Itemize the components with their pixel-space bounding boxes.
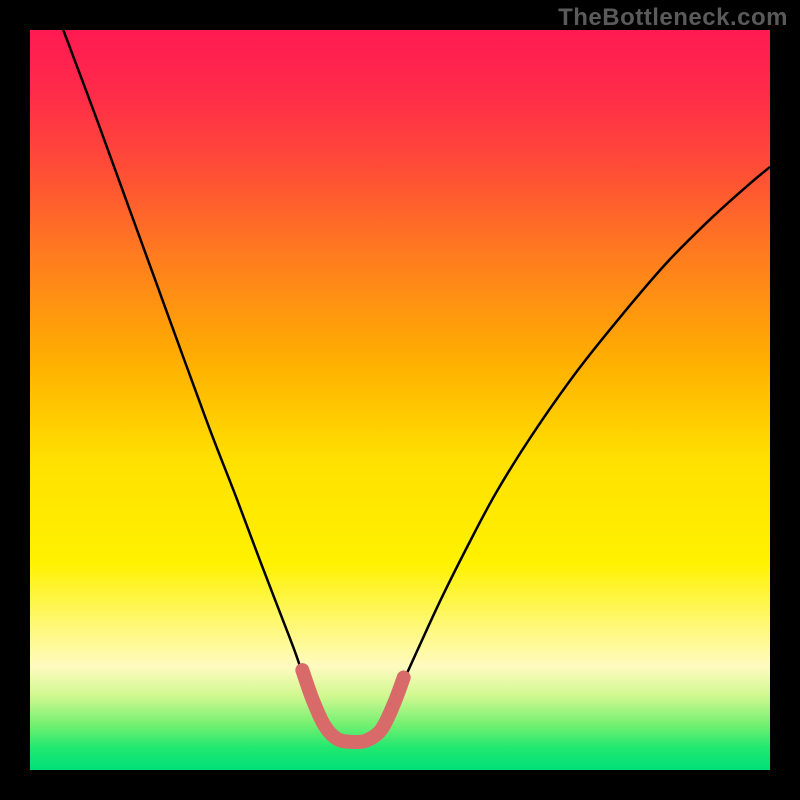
- bottleneck-chart: [0, 0, 800, 800]
- plot-background: [30, 30, 770, 770]
- watermark-text: TheBottleneck.com: [558, 4, 788, 32]
